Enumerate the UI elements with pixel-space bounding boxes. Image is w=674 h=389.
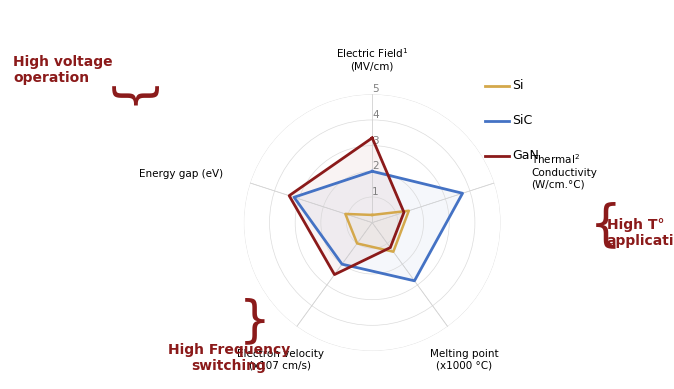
Text: High voltage
operation: High voltage operation [13,55,113,85]
Text: Electron velocity
(x107 cm/s): Electron velocity (x107 cm/s) [237,349,324,371]
Text: Energy gap (eV): Energy gap (eV) [139,169,223,179]
Text: Thermal$^2$
Conductivity
(W/cm.°C): Thermal$^2$ Conductivity (W/cm.°C) [531,152,596,189]
Text: Si: Si [512,79,524,92]
Text: Melting point
(x1000 °C): Melting point (x1000 °C) [430,349,499,371]
Text: High Frequency
switching: High Frequency switching [168,343,290,373]
Text: GaN: GaN [512,149,539,162]
Text: }: } [104,85,152,117]
Polygon shape [345,211,409,252]
Polygon shape [294,171,462,281]
Text: High T°
applications: High T° applications [607,218,674,249]
Polygon shape [289,138,404,275]
Text: SiC: SiC [512,114,532,127]
Text: {: { [590,202,621,250]
Text: }: } [239,297,271,345]
Text: Electric Field$^1$
(MV/cm): Electric Field$^1$ (MV/cm) [336,46,408,71]
